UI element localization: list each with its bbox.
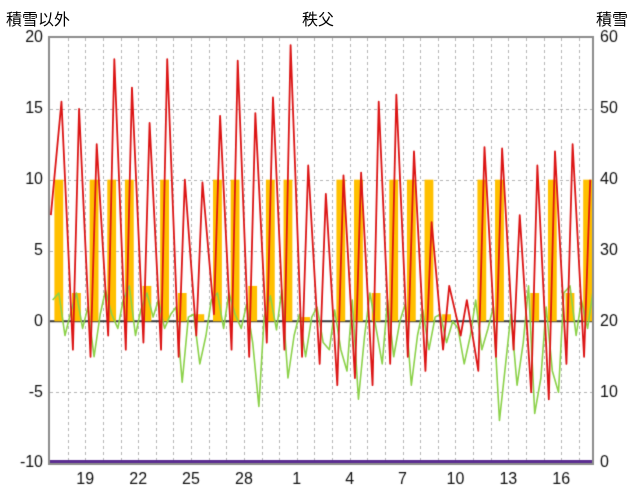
chart-title: 秩父 xyxy=(301,12,334,29)
left-axis-title: 積雪以外 xyxy=(6,12,71,29)
right-axis-title: 積雪 xyxy=(595,12,628,29)
